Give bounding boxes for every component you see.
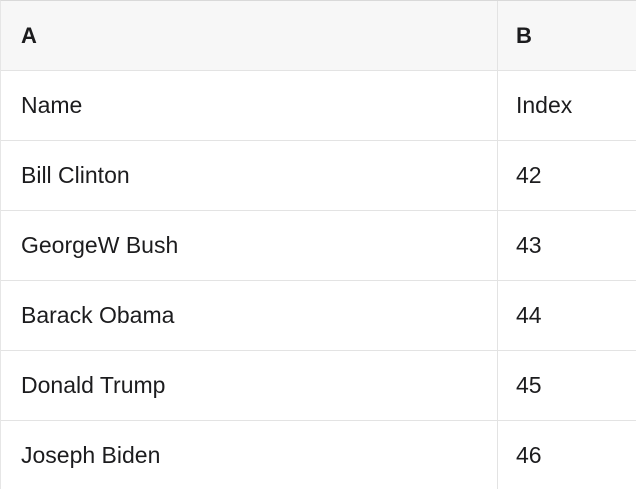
cell-name[interactable]: Joseph Biden (1, 421, 498, 489)
column-header-b[interactable]: B (516, 22, 533, 48)
cell-index[interactable]: 45 (516, 372, 542, 398)
cell-name[interactable]: Barack Obama (1, 281, 498, 350)
column-header-a[interactable]: A (1, 1, 498, 70)
table-row: Bill Clinton 42 (1, 141, 636, 211)
cell-index[interactable]: 42 (516, 162, 542, 188)
cell-name[interactable]: GeorgeW Bush (1, 211, 498, 280)
cell-name-header[interactable]: Name (1, 71, 498, 140)
table-row: GeorgeW Bush 43 (1, 211, 636, 281)
table-row: Name Index (1, 71, 636, 141)
cell-index[interactable]: 43 (516, 232, 542, 258)
table-row: Barack Obama 44 (1, 281, 636, 351)
cell-index-header[interactable]: Index (516, 92, 573, 118)
cell-index[interactable]: 44 (516, 302, 542, 328)
cell-index[interactable]: 46 (516, 442, 542, 468)
cell-name[interactable]: Donald Trump (1, 351, 498, 420)
column-header-row: A B (1, 1, 636, 71)
table-row: Joseph Biden 46 (1, 421, 636, 489)
table-row: Donald Trump 45 (1, 351, 636, 421)
cell-name[interactable]: Bill Clinton (1, 141, 498, 210)
